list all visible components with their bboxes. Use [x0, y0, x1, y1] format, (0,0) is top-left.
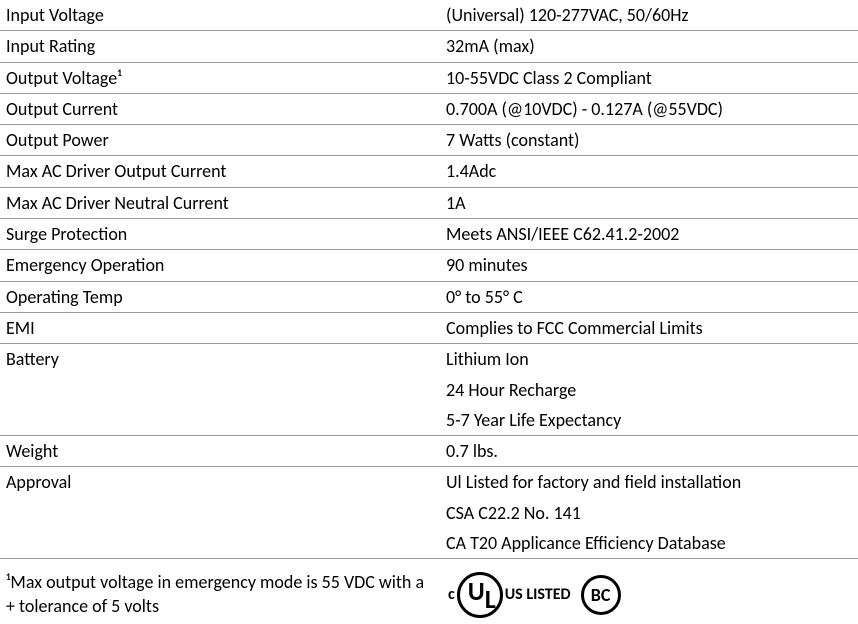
spec-label: Weight	[0, 436, 440, 467]
spec-value: Meets ANSI/IEEE C62.41.2-2002	[440, 219, 858, 250]
table-row: Max AC Driver Output Current1.4Adc	[0, 156, 858, 187]
bc-badge-icon: BC	[581, 575, 621, 615]
spec-label: Max AC Driver Output Current	[0, 156, 440, 187]
table-row: CSA C22.2 No. 141	[0, 498, 858, 528]
table-row: 24 Hour Recharge	[0, 375, 858, 405]
spec-label: Input Rating	[0, 31, 440, 62]
spec-label: EMI	[0, 312, 440, 343]
table-row: BatteryLithium Ion	[0, 344, 858, 375]
spec-label: Max AC Driver Neutral Current	[0, 187, 440, 218]
spec-label: Output Power	[0, 125, 440, 156]
ul-c-letter: c	[448, 585, 455, 604]
spec-label: Battery	[0, 344, 440, 375]
table-row: ApprovalUl Listed for factory and field …	[0, 467, 858, 498]
spec-label: Output Voltage¹	[0, 62, 440, 93]
spec-value: 90 minutes	[440, 250, 858, 281]
table-row: Input Rating32mA (max)	[0, 31, 858, 62]
footnote-text: ¹Max output voltage in emergency mode is…	[6, 571, 436, 618]
table-row: Surge ProtectionMeets ANSI/IEEE C62.41.2…	[0, 219, 858, 250]
spec-value: 10-55VDC Class 2 Compliant	[440, 62, 858, 93]
spec-value: 32mA (max)	[440, 31, 858, 62]
spec-value: 0° to 55° C	[440, 281, 858, 312]
ul-us-listed-text: US LISTED	[505, 585, 571, 604]
spec-value: CSA C22.2 No. 141	[440, 498, 858, 528]
table-row: Input Voltage(Universal) 120-277VAC, 50/…	[0, 0, 858, 31]
spec-label	[0, 375, 440, 405]
spec-value: 0.7 lbs.	[440, 436, 858, 467]
table-row: Emergency Operation90 minutes	[0, 250, 858, 281]
spec-value: CA T20 Applicance Efficiency Database	[440, 528, 858, 559]
spec-value: Ul Listed for factory and field installa…	[440, 467, 858, 498]
bc-text: BC	[591, 584, 611, 606]
table-row: Max AC Driver Neutral Current1A	[0, 187, 858, 218]
spec-label: Output Current	[0, 93, 440, 124]
spec-value: 7 Watts (constant)	[440, 125, 858, 156]
spec-label	[0, 528, 440, 559]
table-row: EMIComplies to FCC Commercial Limits	[0, 312, 858, 343]
table-row: CA T20 Applicance Efficiency Database	[0, 528, 858, 559]
cert-badges: c U L US LISTED BC	[448, 572, 621, 618]
spec-value: 1.4Adc	[440, 156, 858, 187]
spec-label: Operating Temp	[0, 281, 440, 312]
table-row: Weight0.7 lbs.	[0, 436, 858, 467]
spec-label	[0, 405, 440, 436]
table-row: 5-7 Year Life Expectancy	[0, 405, 858, 436]
ul-listed-badge: c U L US LISTED	[448, 572, 571, 618]
spec-label	[0, 498, 440, 528]
spec-value: Lithium Ion	[440, 344, 858, 375]
footnote-row: ¹Max output voltage in emergency mode is…	[0, 559, 858, 624]
spec-table: Input Voltage(Universal) 120-277VAC, 50/…	[0, 0, 858, 559]
spec-value: Complies to FCC Commercial Limits	[440, 312, 858, 343]
spec-label: Surge Protection	[0, 219, 440, 250]
table-row: Output Voltage¹10-55VDC Class 2 Complian…	[0, 62, 858, 93]
spec-label: Input Voltage	[0, 0, 440, 31]
ul-u-letter: U	[468, 578, 485, 604]
spec-value: 24 Hour Recharge	[440, 375, 858, 405]
spec-value: 0.700A (@10VDC) - 0.127A (@55VDC)	[440, 93, 858, 124]
spec-value: 1A	[440, 187, 858, 218]
ul-l-letter: L	[485, 586, 496, 612]
spec-value: (Universal) 120-277VAC, 50/60Hz	[440, 0, 858, 31]
table-row: Output Current0.700A (@10VDC) - 0.127A (…	[0, 93, 858, 124]
table-row: Output Power7 Watts (constant)	[0, 125, 858, 156]
ul-circle-icon: U L	[457, 572, 503, 618]
table-row: Operating Temp0° to 55° C	[0, 281, 858, 312]
spec-label: Approval	[0, 467, 440, 498]
spec-label: Emergency Operation	[0, 250, 440, 281]
spec-value: 5-7 Year Life Expectancy	[440, 405, 858, 436]
